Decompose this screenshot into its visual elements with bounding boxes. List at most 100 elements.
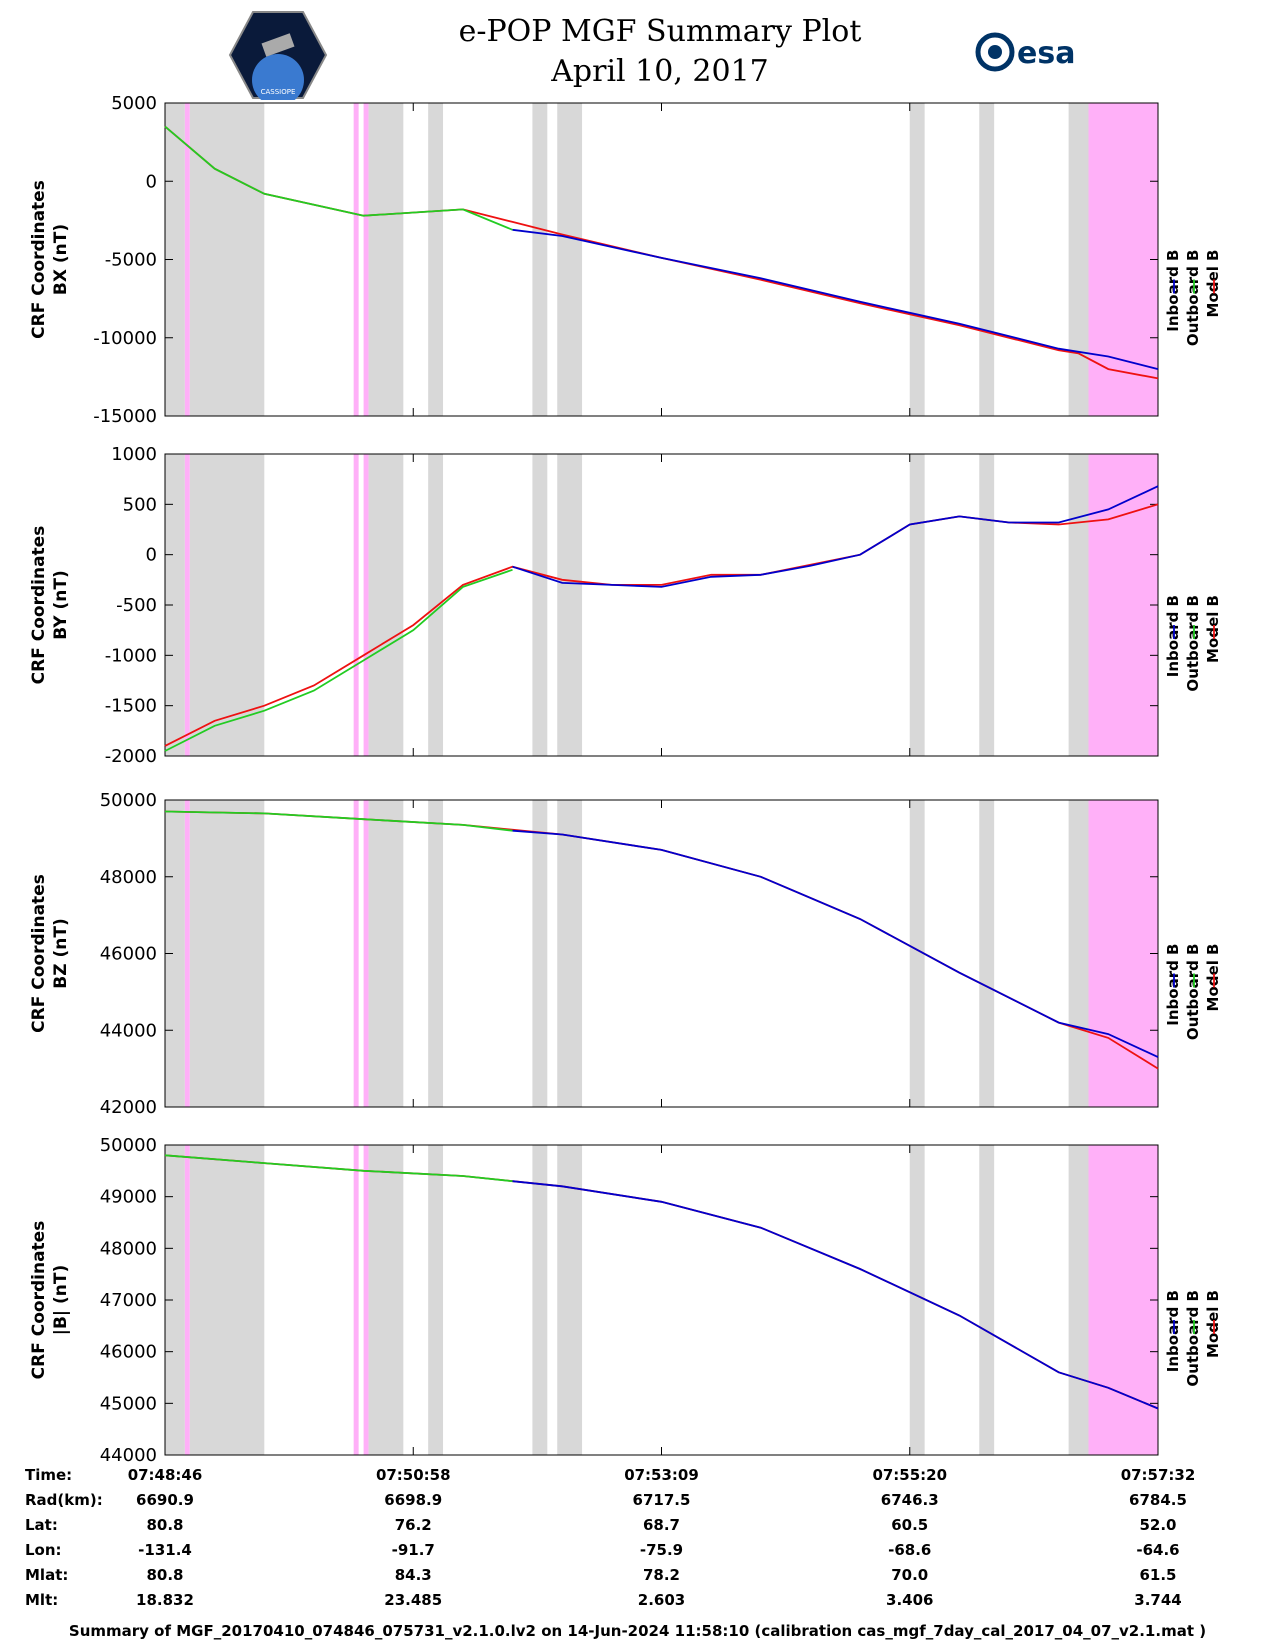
data-gap-band xyxy=(353,1145,359,1455)
y-axis-unit-label: BY (nT) xyxy=(51,570,71,640)
y-axis-label: CRF Coordinates xyxy=(29,874,49,1033)
series-line-inboard-b xyxy=(512,228,1159,370)
data-gap-band xyxy=(979,103,995,416)
data-gap-band xyxy=(1068,800,1089,1107)
data-gap-band xyxy=(1088,103,1158,416)
y-tick-label: 50000 xyxy=(100,790,157,811)
data-gap-band xyxy=(532,800,548,1107)
data-gap-band xyxy=(428,454,444,756)
data-gap-band xyxy=(363,1145,369,1455)
info-cell: 61.5 xyxy=(1139,1566,1177,1584)
y-tick-label: 0 xyxy=(146,545,157,566)
y-axis-label: CRF Coordinates xyxy=(29,526,49,685)
series-line-outboard-b xyxy=(164,1154,513,1183)
legend-label: Inboard B xyxy=(1164,250,1182,332)
series-line-model-b xyxy=(164,125,1159,380)
series-line-inboard-b xyxy=(512,1180,1159,1410)
legend-label: Outboard B xyxy=(1184,595,1202,692)
data-gap-band xyxy=(1068,1145,1089,1455)
y-axis-unit-label: |B| (nT) xyxy=(51,1265,71,1336)
data-gap-band xyxy=(353,800,359,1107)
data-gap-band xyxy=(532,454,548,756)
data-gap-band xyxy=(363,800,369,1107)
legend-label: Outboard B xyxy=(1184,944,1202,1041)
data-gap-band xyxy=(353,103,359,416)
y-tick-label: 49000 xyxy=(100,1187,157,1208)
data-gap-band xyxy=(1068,454,1089,756)
series-line-inboard-b xyxy=(512,485,1159,588)
data-gap-band xyxy=(165,1145,185,1455)
y-tick-label: 1000 xyxy=(111,444,157,465)
info-cell: 6698.9 xyxy=(384,1491,443,1509)
legend-label: Model B xyxy=(1204,595,1222,663)
info-cell: 07:50:58 xyxy=(375,1466,451,1484)
y-tick-label: -15000 xyxy=(93,406,157,427)
data-gap-band xyxy=(184,454,190,756)
data-gap-band xyxy=(184,1145,190,1455)
data-gap-band xyxy=(1088,1145,1158,1455)
data-gap-band xyxy=(909,800,925,1107)
info-cell: 07:48:46 xyxy=(127,1466,203,1484)
cassiope-logo-icon: CASSIOPE xyxy=(228,11,328,100)
y-axis-unit-label: BX (nT) xyxy=(51,224,71,295)
info-cell: 52.0 xyxy=(1139,1516,1177,1534)
panel-4: 50000 49000 48000 47000 46000 45000 44000 CRF C… xyxy=(29,1135,1222,1466)
info-cell: 80.8 xyxy=(146,1516,184,1534)
data-gap-band xyxy=(1088,454,1158,756)
data-gap-band xyxy=(184,103,190,416)
plot-frame xyxy=(164,1144,1159,1456)
info-cell: -91.7 xyxy=(391,1541,435,1559)
logo-right-text: esa xyxy=(1017,36,1075,71)
series-line-model-b xyxy=(164,1154,1159,1410)
info-row-label: Lat: xyxy=(25,1516,58,1534)
data-gap-band xyxy=(189,103,265,416)
data-gap-band xyxy=(909,454,925,756)
legend-label: Inboard B xyxy=(1164,1290,1182,1372)
info-cell: 80.8 xyxy=(146,1566,184,1584)
series-line-outboard-b xyxy=(164,810,513,832)
y-tick-label: 44000 xyxy=(100,1020,157,1041)
info-cell: -64.6 xyxy=(1136,1541,1180,1559)
data-gap-band xyxy=(165,454,185,756)
info-cell: 07:57:32 xyxy=(1120,1466,1196,1484)
data-gap-band xyxy=(557,800,583,1107)
info-cell: 07:53:09 xyxy=(624,1466,699,1484)
data-gap-band xyxy=(909,103,925,416)
data-gap-band xyxy=(979,1145,995,1455)
logo-left-text: CASSIOPE xyxy=(261,88,296,96)
info-cell: -68.6 xyxy=(888,1541,932,1559)
y-tick-label: -500 xyxy=(116,595,157,616)
y-tick-label: -1000 xyxy=(105,645,157,666)
y-tick-label: 46000 xyxy=(100,1342,157,1363)
data-gap-band xyxy=(368,800,404,1107)
data-gap-band xyxy=(428,1145,444,1455)
data-gap-band xyxy=(557,1145,583,1455)
y-tick-label: 0 xyxy=(146,171,157,192)
data-gap-band xyxy=(368,1145,404,1455)
info-cell: 68.7 xyxy=(642,1516,680,1534)
y-tick-label: -10000 xyxy=(93,328,157,349)
legend-label: Outboard B xyxy=(1184,1290,1202,1387)
data-gap-band xyxy=(353,454,359,756)
series-line-inboard-b xyxy=(512,829,1159,1058)
data-gap-band xyxy=(532,103,548,416)
data-gap-band xyxy=(428,103,444,416)
data-gap-band xyxy=(189,454,265,756)
y-axis-label: CRF Coordinates xyxy=(29,180,49,339)
data-gap-band xyxy=(363,454,369,756)
plot-title: e-POP MGF Summary Plot xyxy=(458,14,862,49)
info-cell: 6717.5 xyxy=(632,1491,691,1509)
data-gap-band xyxy=(368,454,404,756)
info-cell: 6784.5 xyxy=(1129,1491,1187,1509)
y-tick-label: -1500 xyxy=(105,696,157,717)
info-row-label: Time: xyxy=(25,1466,73,1484)
legend-label: Model B xyxy=(1204,250,1222,318)
panel-1: 5000 0 -5000 -10000 -15000 CRF Coordinates BX … xyxy=(29,93,1222,427)
info-cell: -75.9 xyxy=(639,1541,684,1559)
info-cell: 18.832 xyxy=(136,1591,194,1609)
y-tick-label: -2000 xyxy=(105,746,157,767)
info-cell: 70.0 xyxy=(891,1566,929,1584)
info-cell: 76.2 xyxy=(394,1516,432,1534)
info-row-label: Rad(km): xyxy=(25,1491,103,1509)
